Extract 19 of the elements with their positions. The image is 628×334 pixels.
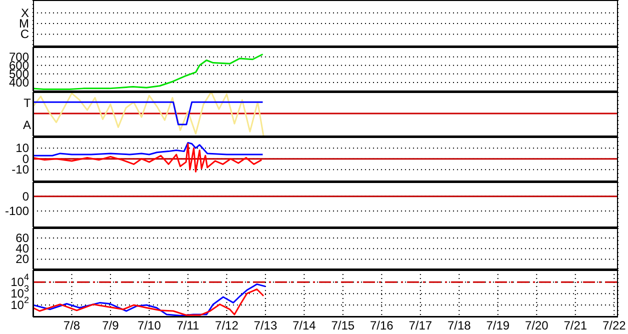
text: A <box>22 117 31 133</box>
y-tick-label: 0 <box>22 189 30 204</box>
y-tick-label: -100 <box>4 204 30 218</box>
x-tick-label: 7/22 <box>602 318 626 333</box>
x-tick-label: 7/8 <box>63 318 80 333</box>
x-tick-label: 7/13 <box>254 318 278 333</box>
x-tick-label: 7/19 <box>486 318 510 333</box>
x-tick-label: 7/14 <box>292 318 316 333</box>
x-tick-label: 7/10 <box>138 318 162 333</box>
x-tick-label: 7/17 <box>408 318 432 333</box>
x-tick-label: 7/9 <box>102 318 120 333</box>
x-tick-label: 7/12 <box>215 318 239 333</box>
x-tick-label: 7/16 <box>370 318 394 333</box>
x-tick-label: 7/15 <box>331 318 355 333</box>
x-tick-label: 7/11 <box>176 318 200 333</box>
x-tick-label: 7/20 <box>524 318 549 333</box>
x-tick-label: 7/18 <box>447 318 472 333</box>
x-tick-label: 7/21 <box>564 318 588 333</box>
text: T <box>24 95 31 111</box>
